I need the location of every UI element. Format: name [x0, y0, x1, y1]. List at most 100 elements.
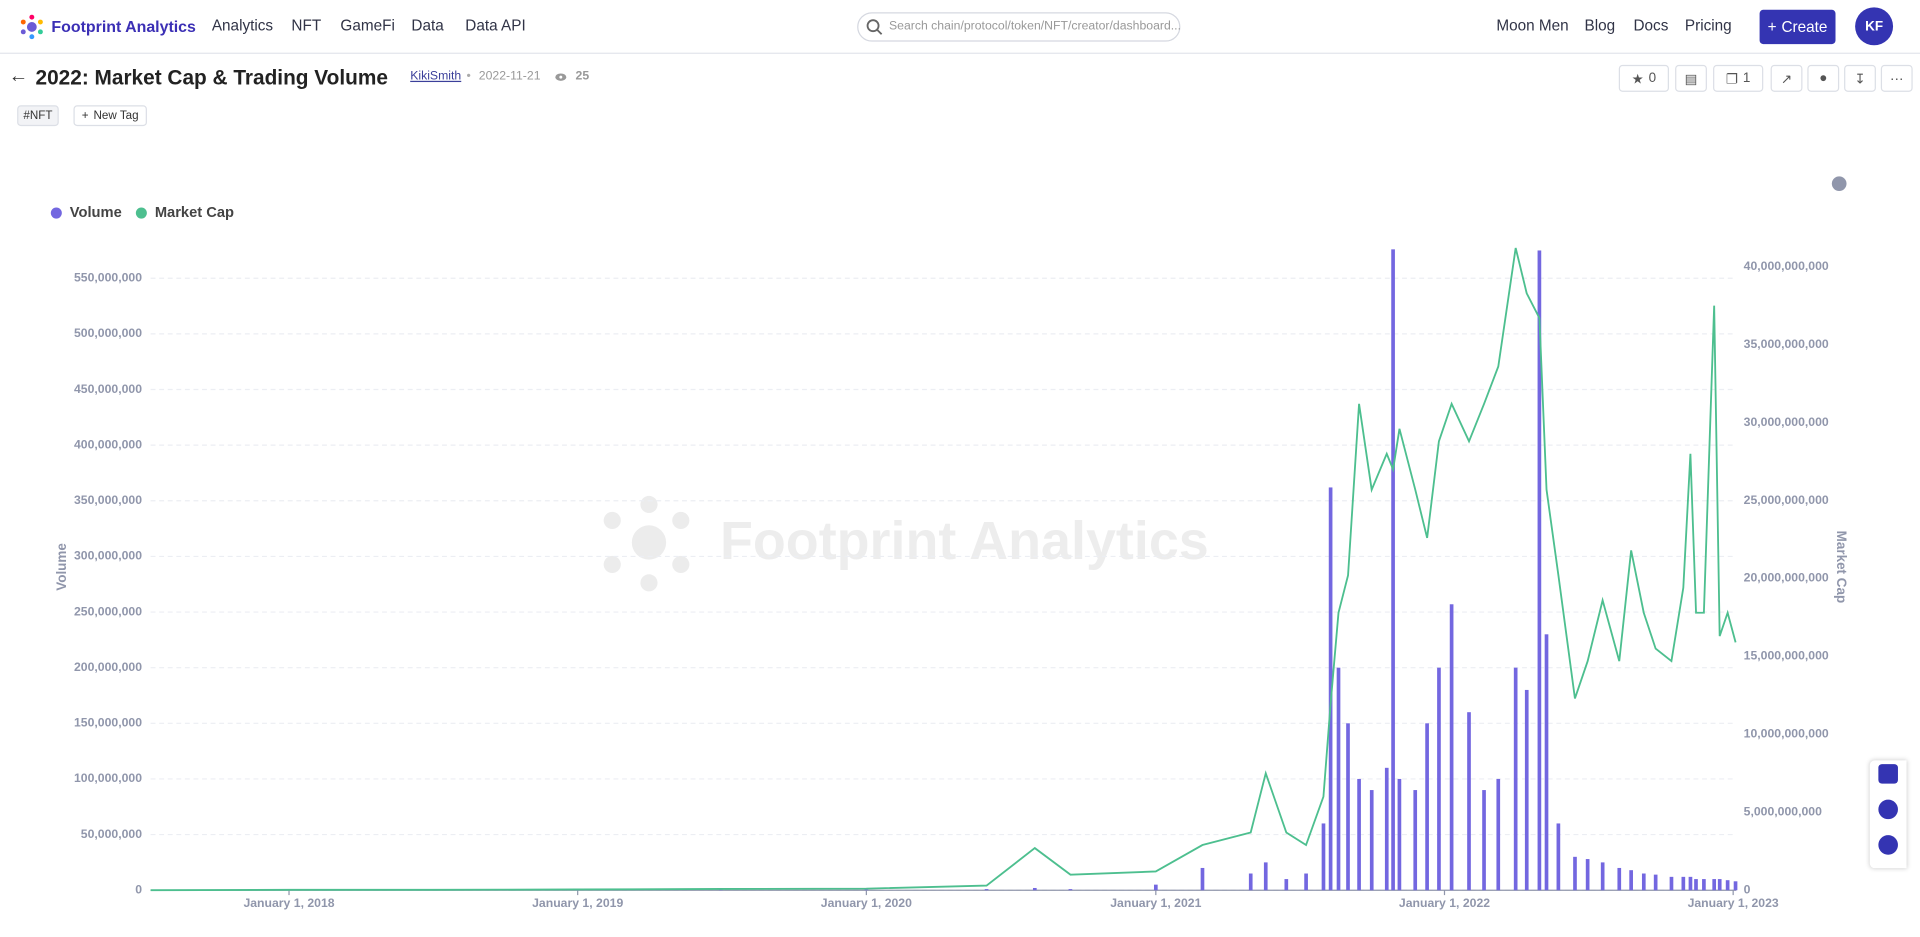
snapshot-button[interactable]: ●: [1807, 64, 1840, 92]
volume-bar: [1304, 873, 1308, 891]
back-arrow[interactable]: ←: [8, 66, 29, 87]
volume-bar: [1425, 723, 1429, 891]
volume-bar: [1688, 876, 1693, 891]
x-tick-label: January 1, 2019: [532, 896, 623, 910]
y2-tick-label: 0: [1744, 882, 1751, 896]
y-tick-label: 550,000,000: [74, 271, 142, 285]
volume-bar: [1513, 667, 1518, 891]
nav-link[interactable]: NFT: [291, 17, 322, 35]
dashboard-title: 2022: Market Cap & Trading Volume: [35, 66, 388, 90]
nav-link[interactable]: Analytics: [211, 17, 274, 35]
y2-tick-label: 40,000,000,000: [1744, 259, 1829, 273]
search-box[interactable]: Search chain/protocol/token/NFT/creator/…: [857, 12, 1181, 42]
x-tick-label: January 1, 2022: [1399, 896, 1490, 910]
volume-bar: [1556, 823, 1561, 891]
market-cap-line: [150, 247, 1737, 892]
volume-bar: [1482, 790, 1486, 891]
y2-axis-title: Market Cap: [1834, 531, 1849, 604]
volume-bar: [1653, 874, 1658, 891]
volume-bar: [1248, 873, 1253, 891]
y-tick-label: 450,000,000: [74, 382, 142, 396]
volume-bar: [1263, 862, 1268, 891]
y-tick-label: 300,000,000: [74, 549, 142, 563]
y2-tick-label: 15,000,000,000: [1744, 649, 1829, 663]
volume-bar: [1681, 876, 1686, 891]
discord-icon[interactable]: [1878, 764, 1898, 784]
layout-button[interactable]: ▤: [1675, 64, 1707, 92]
volume-bar: [1321, 823, 1326, 891]
plus-icon: +: [81, 108, 89, 123]
volume-bar: [1328, 487, 1333, 891]
volume-bar: [1346, 723, 1350, 891]
volume-bar: [1284, 879, 1289, 891]
nav-link[interactable]: Docs: [1633, 17, 1669, 35]
star-button[interactable]: ★ 0: [1618, 64, 1669, 92]
nav-link[interactable]: Moon Men: [1496, 17, 1569, 35]
y-tick-label: 50,000,000: [81, 827, 142, 841]
new-tag-button[interactable]: + New Tag: [73, 105, 147, 127]
view-icon: [555, 73, 567, 81]
brand[interactable]: Footprint Analytics: [51, 17, 196, 36]
nav-link[interactable]: Pricing: [1684, 17, 1732, 35]
telegram-icon[interactable]: [1878, 799, 1898, 820]
star-count: 0: [1648, 71, 1657, 86]
volume-bar: [1537, 250, 1542, 891]
volume-bar: [1384, 767, 1389, 891]
volume-bar: [1449, 604, 1454, 891]
search-icon: [866, 19, 883, 35]
tag[interactable]: #NFT: [17, 105, 59, 127]
volume-bar: [1617, 867, 1622, 891]
legend-marker: [135, 207, 147, 219]
copy-button[interactable]: ❐ 1: [1713, 64, 1764, 92]
y-tick-label: 150,000,000: [74, 716, 142, 730]
x-tick-label: January 1, 2021: [1110, 896, 1201, 910]
download-button[interactable]: ↧: [1844, 64, 1876, 92]
y-tick-label: 500,000,000: [74, 326, 142, 340]
y-axis-title: Volume: [54, 543, 69, 591]
volume-bar: [1068, 889, 1073, 891]
legend-marker: [50, 207, 62, 219]
y2-tick-label: 10,000,000,000: [1744, 727, 1829, 741]
volume-bar: [1600, 862, 1605, 891]
copy-count: 1: [1742, 71, 1751, 86]
watermark: Footprint Analytics: [720, 511, 1209, 571]
share-button[interactable]: ↗: [1770, 64, 1803, 92]
volume-bar: [1391, 249, 1395, 891]
y-tick-label: 0: [135, 882, 142, 896]
y-tick-label: 400,000,000: [74, 437, 142, 451]
volume-bar: [1200, 867, 1205, 891]
volume-bar: [1712, 879, 1717, 891]
volume-bar: [984, 889, 989, 891]
nav-link[interactable]: GameFi: [340, 17, 395, 35]
x-tick-label: January 1, 2018: [243, 896, 334, 910]
volume-bar: [1357, 778, 1361, 891]
info-icon[interactable]: [1831, 176, 1847, 192]
volume-bar: [1369, 790, 1374, 891]
nav-link[interactable]: Data API: [465, 17, 526, 35]
volume-bar: [1573, 856, 1577, 891]
volume-bar: [1725, 880, 1730, 891]
volume-bar: [1437, 667, 1441, 891]
nav-link[interactable]: Blog: [1584, 17, 1616, 35]
create-label: Create: [1781, 18, 1828, 36]
volume-bar: [1336, 667, 1341, 891]
create-button[interactable]: + Create: [1759, 9, 1836, 45]
separator: •: [466, 69, 471, 84]
author[interactable]: KikiSmith: [410, 69, 462, 84]
twitter-icon[interactable]: [1878, 835, 1898, 855]
volume-bar: [1153, 884, 1158, 891]
volume-bar: [1032, 887, 1037, 891]
more-button[interactable]: ⋯: [1880, 64, 1913, 92]
y2-tick-label: 20,000,000,000: [1744, 571, 1829, 585]
avatar[interactable]: KF: [1855, 7, 1894, 46]
volume-bar: [1641, 873, 1646, 891]
volume-bar: [1585, 859, 1590, 891]
volume-bar: [1413, 790, 1418, 891]
y-tick-label: 200,000,000: [74, 660, 142, 674]
nav-link[interactable]: Data: [411, 17, 444, 35]
volume-bar: [1544, 634, 1549, 891]
y2-tick-label: 30,000,000,000: [1744, 415, 1829, 429]
